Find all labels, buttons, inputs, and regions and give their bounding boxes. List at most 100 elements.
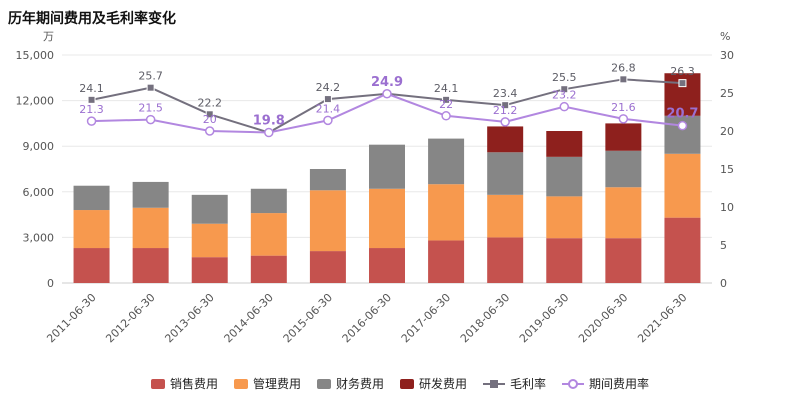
bar-segment-admin-expense[interactable] [73,210,110,249]
bar-segment-admin-expense[interactable] [132,207,169,249]
bar-segment-finance-expense[interactable] [309,169,346,191]
period-expense-ratio-marker-circle[interactable] [618,114,629,124]
bar-segment-sales-expense[interactable] [309,251,346,283]
period-expense-ratio-marker-circle[interactable] [323,115,333,126]
left-axis-unit: 万 [43,30,54,43]
gross-margin-marker-square[interactable] [619,75,628,84]
period-expense-ratio-marker-circle[interactable] [86,116,97,126]
bar-segment-admin-expense[interactable] [369,188,405,249]
legend-label: 研发费用 [419,377,468,391]
period-expense-ratio-data-label: 19.8 [253,114,285,129]
period-expense-ratio-marker-circle[interactable] [145,114,156,125]
legend-item-sales-expense[interactable]: 销售费用 [150,375,218,392]
bar-segment-admin-expense[interactable] [487,194,524,238]
bar-segment-sales-expense[interactable] [191,257,228,283]
legend: 销售费用 管理费用 财务费用 研发费用 毛利率 期间费用率 [0,375,800,392]
right-axis-tick-label: 0 [720,277,727,290]
legend-item-rd-expense[interactable]: 研发费用 [400,375,467,392]
bar-segment-sales-expense[interactable] [664,217,701,283]
bar-segment-sales-expense[interactable] [250,255,287,283]
bar-segment-admin-expense[interactable] [664,153,701,218]
period-expense-ratio-marker-circle[interactable] [500,117,510,127]
bar-segment-finance-expense[interactable] [487,152,524,195]
x-axis-label: 2016-06-30 [340,291,394,345]
legend-label: 毛利率 [510,377,547,391]
gross-margin-data-label: 24.1 [434,82,459,95]
bar-segment-finance-expense[interactable] [73,185,110,211]
bar-segment-finance-expense[interactable] [428,138,465,185]
bar-segment-finance-expense[interactable] [605,150,642,188]
gross-margin-marker-square[interactable] [501,101,510,110]
gross-margin-data-label: 24.1 [79,82,104,95]
x-axis-label: 2015-06-30 [281,291,335,345]
bar-segment-sales-expense[interactable] [369,248,405,283]
bar-segment-admin-expense[interactable] [428,184,465,241]
line-period-expense-ratio [91,92,683,134]
legend-item-period-expense-ratio[interactable]: 期间费用率 [562,375,649,392]
period-expense-ratio-data-label: 23.2 [552,89,577,102]
bar-segment-rd-expense[interactable] [487,126,524,153]
gross-margin-marker-square[interactable] [560,85,569,94]
admin-expense-swatch [233,378,248,389]
x-axis-label: 2021-06-30 [635,291,689,345]
bar-segment-admin-expense[interactable] [605,187,642,239]
bar-segment-finance-expense[interactable] [546,156,583,197]
square-marker-glyph [490,379,499,388]
legend-label: 销售费用 [169,377,218,391]
gross-margin-marker-square[interactable] [442,95,451,104]
right-axis-tick-label: 25 [720,87,734,100]
period-expense-ratio-data-label: 20.7 [666,107,698,122]
period-expense-ratio-data-label: 21.3 [79,103,104,116]
period-expense-ratio-data-label: 24.9 [371,75,403,90]
bar-segment-admin-expense[interactable] [309,190,346,252]
gross-margin-marker-square[interactable] [87,95,96,104]
period-expense-ratio-data-label: 22 [439,98,453,111]
gross-margin-marker-square[interactable] [323,95,332,104]
x-axis-label: 2020-06-30 [576,291,630,345]
gross-margin-data-label: 26.3 [670,65,695,78]
period-expense-ratio-marker-circle[interactable] [382,89,392,99]
bar-segment-rd-expense[interactable] [546,131,583,157]
period-expense-ratio-marker-circle[interactable] [559,101,570,112]
bar-segment-admin-expense[interactable] [250,213,287,256]
period-expense-ratio-marker-circle[interactable] [264,127,274,138]
gross-margin-marker-square[interactable] [678,79,687,88]
legend-label: 管理费用 [252,377,301,391]
right-axis-tick-label: 30 [720,49,734,62]
period-expense-ratio-data-label: 21.5 [138,102,163,115]
bar-segment-sales-expense[interactable] [546,238,583,283]
bar-segment-sales-expense[interactable] [428,240,465,283]
gross-margin-marker-square[interactable] [205,110,214,119]
rd-expense-swatch [400,378,414,389]
gross-margin-data-label: 24.2 [316,81,341,94]
bar-segment-finance-expense[interactable] [191,194,228,224]
bar-segment-admin-expense[interactable] [546,196,583,239]
bar-segment-sales-expense[interactable] [73,248,110,283]
bar-segment-sales-expense[interactable] [132,248,169,283]
bar-segment-finance-expense[interactable] [132,181,169,208]
bar-segment-admin-expense[interactable] [191,223,228,258]
bar-segment-rd-expense[interactable] [605,123,642,151]
period-expense-ratio-marker-circle[interactable] [204,126,215,136]
bar-segment-finance-expense[interactable] [369,144,405,189]
left-axis-tick-label: 6,000 [23,186,55,199]
legend-item-gross-margin[interactable]: 毛利率 [483,375,546,392]
period-expense-ratio-line-icon [562,378,585,389]
bar-segment-finance-expense[interactable] [250,188,287,214]
gross-margin-data-label: 26.8 [611,61,636,74]
sales-expense-swatch [150,378,165,389]
circle-marker-glyph [568,378,579,389]
bar-segment-sales-expense[interactable] [487,237,524,283]
period-expense-ratio-marker-circle[interactable] [441,111,451,121]
gross-margin-data-label: 25.5 [552,71,577,84]
gross-margin-marker-square[interactable] [146,83,155,92]
chart-title: 历年期间费用及毛利率变化 [8,11,176,27]
legend-item-finance-expense[interactable]: 财务费用 [316,375,384,392]
left-axis-tick-label: 0 [47,277,54,290]
legend-item-admin-expense[interactable]: 管理费用 [233,375,301,392]
period-expense-ratio-marker-circle[interactable] [677,120,688,131]
gross-margin-line-icon [483,379,506,389]
x-axis-label: 2019-06-30 [517,291,571,345]
bar-segment-sales-expense[interactable] [605,238,642,283]
